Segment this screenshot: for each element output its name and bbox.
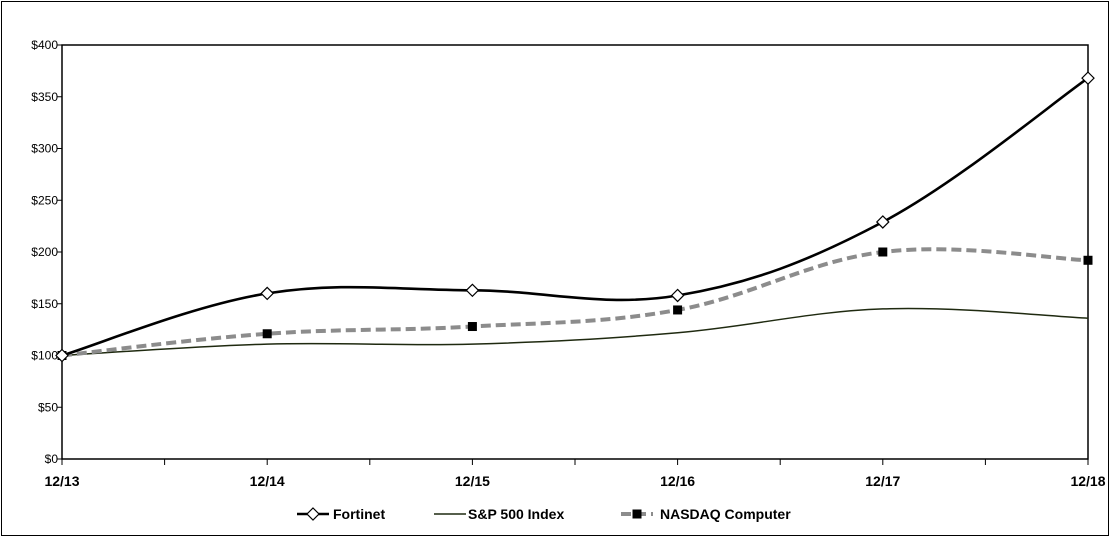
y-tick-label: $100 <box>31 349 58 363</box>
legend-label-nasdaq-computer: NASDAQ Computer <box>660 506 791 522</box>
data-point-nasdaq-computer <box>878 247 888 257</box>
x-tick-label: 12/13 <box>44 473 79 489</box>
y-tick-label: $0 <box>45 452 59 466</box>
data-point-fortinet <box>670 288 685 303</box>
series-line-nasdaq-computer <box>61 247 1089 358</box>
y-tick-label: $200 <box>31 245 58 259</box>
data-point-fortinet <box>465 283 480 298</box>
legend-label-fortinet: Fortinet <box>333 506 385 522</box>
x-tick-label: 12/14 <box>250 473 285 489</box>
legend: Fortinet S&P 500 Index NASDAQ Computer <box>297 506 791 522</box>
data-point-fortinet <box>875 215 890 229</box>
x-tick-label: 12/15 <box>455 473 490 489</box>
data-point-nasdaq-computer <box>673 305 683 315</box>
series-line-fortinet <box>61 77 1089 357</box>
x-tick-label: 12/16 <box>660 473 695 489</box>
data-point-fortinet <box>1081 71 1095 85</box>
y-tick-label: $400 <box>31 38 58 52</box>
legend-label-s-p-500-index: S&P 500 Index <box>468 506 564 522</box>
data-point-nasdaq-computer <box>1083 255 1093 265</box>
series-line-s-p-500-index <box>61 307 1089 357</box>
y-tick-label: $300 <box>31 142 58 156</box>
x-tick-label: 12/17 <box>865 473 900 489</box>
data-point-nasdaq-computer <box>467 322 477 332</box>
y-tick-label: $350 <box>31 90 58 104</box>
y-tick-label: $150 <box>31 297 58 311</box>
legend-marker-fortinet <box>306 507 320 521</box>
legend-marker-nasdaq-computer <box>632 509 642 519</box>
data-point-nasdaq-computer <box>262 329 272 339</box>
plot-area: $0 $50 $100 $150 $200 $250 $300 $350 $400 12/13 12… <box>31 38 1105 489</box>
y-tick-label: $50 <box>38 400 58 414</box>
x-tick-label: 12/18 <box>1070 473 1105 489</box>
data-point-fortinet <box>55 348 69 363</box>
data-point-fortinet <box>260 286 275 301</box>
plot-border <box>61 44 1089 460</box>
y-tick-label: $250 <box>31 193 58 207</box>
